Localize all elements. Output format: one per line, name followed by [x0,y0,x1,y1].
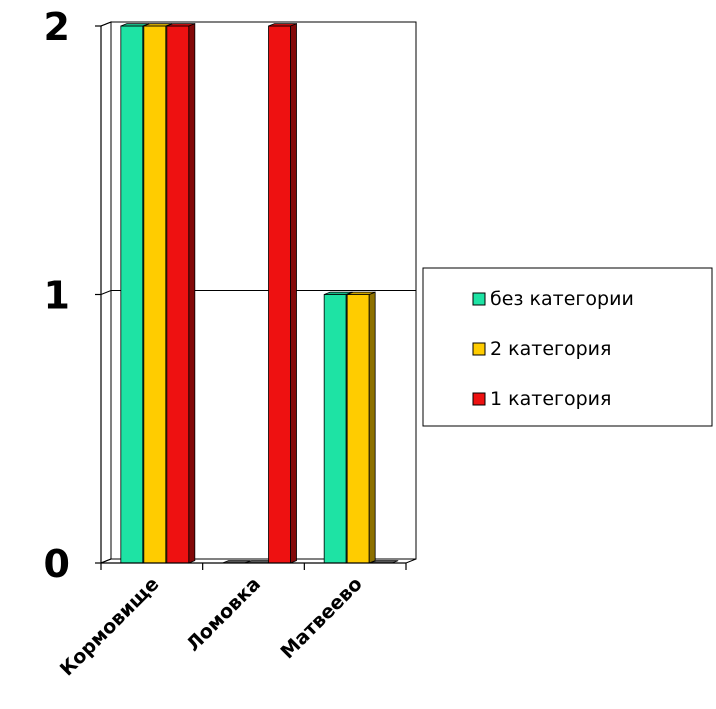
y-tick-label: 1 [44,274,70,318]
legend-label: 1 категория [490,388,611,410]
legend-label: 2 категория [490,338,611,360]
bar-top [268,23,297,27]
gridline-0 [100,558,416,564]
bar-Ломовка-1 категория [268,23,297,564]
gridline-1 [100,290,416,295]
gridlines [100,21,416,564]
bar-top [347,291,376,295]
axes [95,25,407,570]
y-tick-label: 0 [44,542,70,586]
legend-label: без категории [490,288,634,310]
legend-swatch [472,392,486,406]
x-tick-labels: Кормовище Ломовка Матвеево [56,573,367,680]
bar-front [120,25,144,564]
legend: без категории 2 категория 1 категория [422,267,713,427]
y-tick-label: 2 [44,5,70,49]
bar-top [166,23,195,27]
x-tick-label: Ломовка [182,573,265,656]
bar-side [368,291,376,564]
bar-front [268,25,291,564]
bar-front [346,294,370,564]
legend-swatch [472,342,486,356]
x-tick-label: Матвеево [276,573,366,663]
bar-side [188,23,196,564]
bar-front [143,25,167,564]
x-tick-label: Кормовище [56,573,163,680]
bar-Кормовище-1 категория [166,23,196,564]
bar-front [323,294,347,564]
bar-front [166,25,190,564]
bar-side [290,23,297,564]
legend-swatch [472,292,486,306]
y-tick-labels: 0 1 2 [44,5,70,586]
bars [120,23,399,564]
legend-box [422,267,713,427]
bar-Матвеево-2 категория [346,291,376,564]
gridline-2 [100,21,416,27]
